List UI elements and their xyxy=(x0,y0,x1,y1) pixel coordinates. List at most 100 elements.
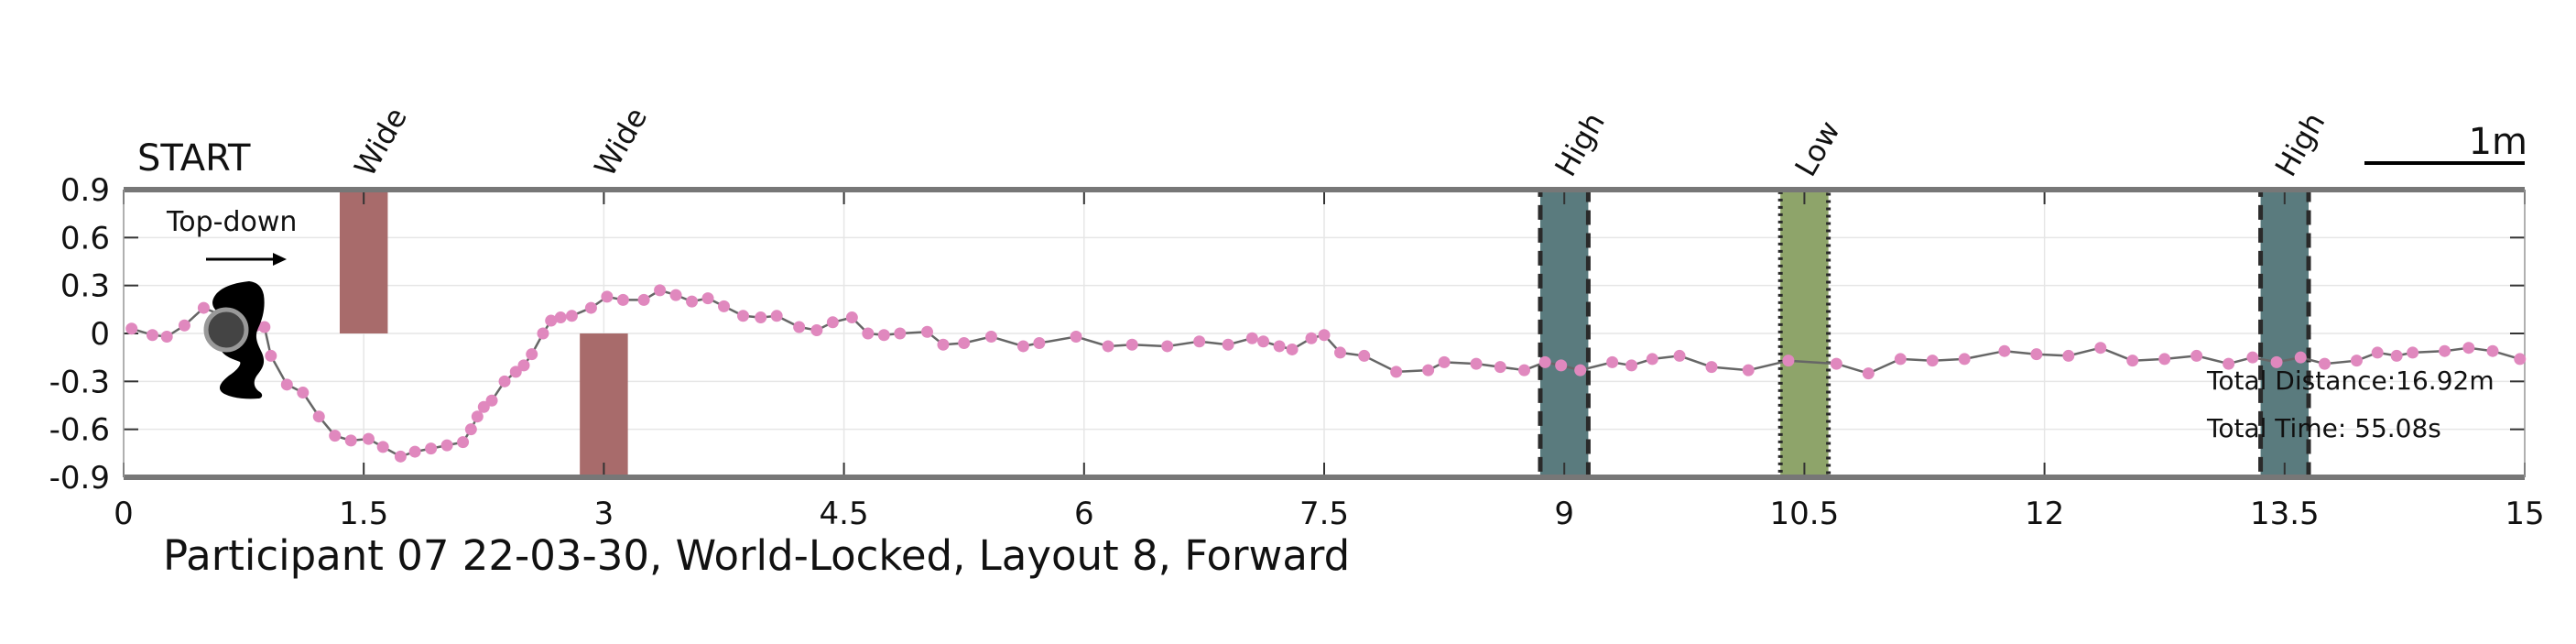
trajectory-point xyxy=(793,321,806,333)
trajectory-point xyxy=(1390,366,1403,378)
trajectory-point xyxy=(1926,355,1939,367)
trajectory-point xyxy=(425,442,438,455)
trajectory-point xyxy=(457,436,470,449)
trajectory-point xyxy=(920,325,933,338)
trajectory-point xyxy=(601,290,614,303)
chart-title: Participant 07 22-03-30, World-Locked, L… xyxy=(163,531,1350,580)
x-tick-label: 15 xyxy=(2505,496,2544,532)
trajectory-point xyxy=(1998,344,2011,357)
trajectory-point xyxy=(810,324,823,337)
trajectory-point xyxy=(394,450,407,463)
trajectory-point xyxy=(509,366,522,378)
trajectory-point xyxy=(958,336,971,349)
trajectory-point xyxy=(1070,330,1082,343)
scale-label: 1m xyxy=(2469,121,2527,163)
y-tick-label: 0.9 xyxy=(60,172,110,209)
trajectory-point xyxy=(1894,353,1907,366)
trajectory-point xyxy=(2486,344,2499,357)
trajectory-point xyxy=(2158,353,2171,366)
trajectory-point xyxy=(1705,361,1718,374)
x-tick-label: 4.5 xyxy=(820,496,869,532)
chart-text: START Top-down 1m Total Distance:16.92m … xyxy=(137,121,2527,580)
trajectory-point xyxy=(862,327,875,340)
trajectory-point xyxy=(2270,355,2283,368)
x-tick-label: 9 xyxy=(1554,496,1574,532)
start-label: START xyxy=(137,137,251,180)
trajectory-point xyxy=(826,316,839,329)
x-tick-label: 7.5 xyxy=(1299,496,1349,532)
trajectory-point xyxy=(344,434,357,447)
x-tick-label: 3 xyxy=(594,496,614,532)
trajectory-point xyxy=(1125,338,1138,351)
x-tick-label: 0 xyxy=(114,496,134,532)
y-tick-label: -0.6 xyxy=(49,412,110,449)
x-tick-label: 13.5 xyxy=(2250,496,2320,532)
trajectory-point xyxy=(2319,357,2331,370)
trajectory-point xyxy=(845,311,858,324)
trajectory-point xyxy=(1033,336,1046,349)
trajectory-point xyxy=(376,441,389,453)
trajectory-series xyxy=(125,284,2527,463)
trajectory-point xyxy=(517,359,530,372)
trajectory-point xyxy=(2294,351,2307,364)
trajectory-point xyxy=(1305,332,1318,344)
obstacle-label: Wide xyxy=(347,102,414,182)
trajectory-point xyxy=(1245,332,1258,344)
y-tick-label: 0.3 xyxy=(60,268,110,305)
trajectory-point xyxy=(755,311,767,324)
trajectory-point xyxy=(1494,361,1506,374)
trajectory-point xyxy=(485,394,498,407)
trajectory-point xyxy=(537,327,549,340)
y-tick-label: 0 xyxy=(90,316,110,353)
trajectory-point xyxy=(125,322,138,335)
x-tick-label: 1.5 xyxy=(339,496,388,532)
trajectory-point xyxy=(2462,342,2475,355)
trajectory-point xyxy=(1257,335,1270,348)
trajectory-point xyxy=(2350,355,2363,367)
trajectory-point xyxy=(2030,348,2043,361)
trajectory-point xyxy=(471,410,484,423)
trajectory-point xyxy=(1438,355,1451,368)
trajectory-point xyxy=(2190,349,2203,362)
trajectory-point xyxy=(736,310,749,322)
axes-frame: 0 1.5 3 4.5 6 7.5 9 10.5 12 13.5 15 0.9 0.6 0.3 0 -0.3 -… xyxy=(49,172,2545,532)
obstacle-label: Low xyxy=(1788,115,1846,182)
trajectory-point xyxy=(280,378,293,391)
trajectory-point xyxy=(1606,355,1619,368)
stat-distance: Total Distance:16.92m xyxy=(2206,366,2494,396)
trajectory-point xyxy=(701,292,714,305)
trajectory-point xyxy=(1470,357,1483,370)
trajectory-point xyxy=(1193,335,1206,348)
trajectory-point xyxy=(362,432,375,445)
trajectory-point xyxy=(554,311,567,324)
trajectory-point xyxy=(477,400,490,413)
trajectory-point xyxy=(616,293,629,306)
trajectory-point xyxy=(498,375,511,387)
trajectory-point xyxy=(197,301,210,314)
view-label: Top-down xyxy=(166,206,297,238)
y-tick-label: -0.3 xyxy=(49,364,110,400)
participant-marker xyxy=(203,281,265,399)
trajectory-point xyxy=(1782,355,1795,367)
trajectory-point xyxy=(937,338,950,351)
trajectory-point xyxy=(526,348,538,361)
trajectory-point xyxy=(178,319,190,332)
trajectory-point xyxy=(770,310,783,322)
trajectory-point xyxy=(654,284,667,297)
trajectory-point xyxy=(1518,364,1530,377)
stat-time: Total Time: 55.08s xyxy=(2206,413,2441,443)
trajectory-point xyxy=(408,445,421,458)
trajectory-point xyxy=(1016,340,1029,353)
trajectory-point xyxy=(1273,340,1286,353)
y-tick-label: 0.6 xyxy=(60,220,110,257)
trajectory-point xyxy=(545,314,558,327)
participant-head-icon xyxy=(203,307,249,353)
trajectory-point xyxy=(258,321,271,333)
obstacle-label: High xyxy=(2268,106,2332,182)
trajectory-point xyxy=(2094,342,2107,355)
trajectory-point xyxy=(2390,349,2403,362)
trajectory-point xyxy=(686,295,699,308)
trajectory-point xyxy=(2407,346,2419,359)
trajectory-point xyxy=(312,410,325,423)
